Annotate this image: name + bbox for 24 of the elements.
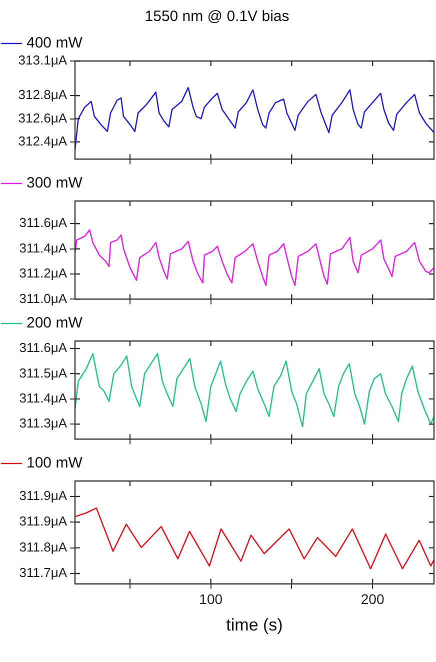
- y-tick-label: 311.4μA: [19, 390, 68, 406]
- y-tick-label: 313.1μA: [18, 52, 68, 68]
- y-tick-label: 311.6μA: [19, 215, 68, 230]
- y-tick-label: 311.4μA: [19, 240, 68, 256]
- x-tick-label: 100: [199, 591, 223, 608]
- x-axis-title: time (s): [226, 615, 283, 634]
- y-tick-label: 311.7μA: [19, 565, 68, 580]
- y-tick-label: 311.9μA: [19, 514, 68, 529]
- chart-title: 1550 nm @ 0.1V bias: [144, 8, 290, 26]
- y-tick-label: 312.8μA: [18, 87, 68, 102]
- y-tick-label: 311.2μA: [19, 266, 68, 281]
- legend-label: 100 mW: [26, 454, 84, 472]
- y-tick-label: 311.3μA: [19, 416, 68, 431]
- y-tick-label: 311.0μA: [19, 290, 68, 306]
- x-tick-label: 200: [360, 591, 384, 608]
- legend-label: 200 mW: [26, 314, 84, 332]
- y-tick-label: 312.4μA: [18, 133, 68, 148]
- y-tick-label: 311.5μA: [19, 365, 68, 380]
- legend-label: 300 mW: [26, 174, 84, 192]
- legend-label: 400 mW: [26, 34, 84, 52]
- y-tick-label: 311.8μA: [19, 539, 68, 554]
- y-tick-label: 311.6μA: [19, 340, 68, 356]
- y-tick-label: 311.9μA: [19, 488, 68, 503]
- y-tick-label: 312.6μA: [18, 110, 68, 126]
